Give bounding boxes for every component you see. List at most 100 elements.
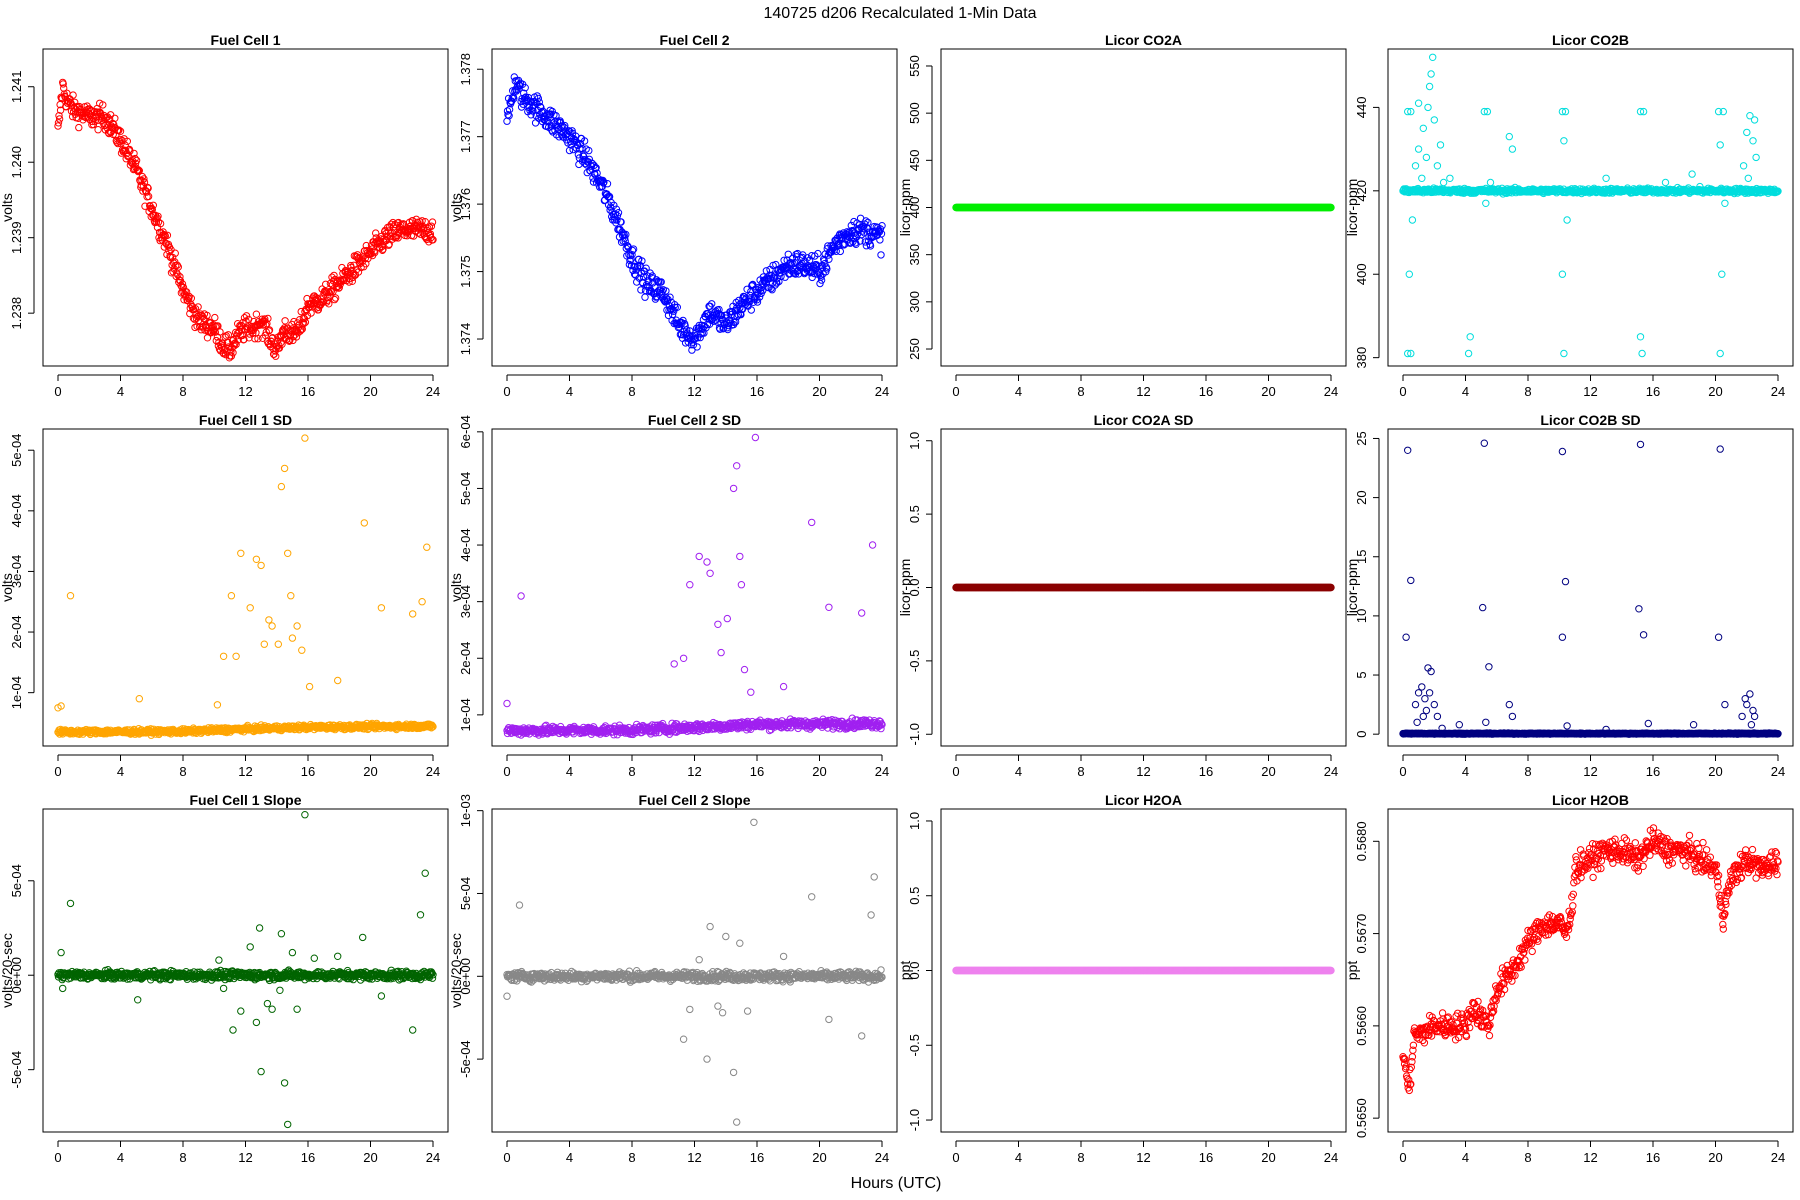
scatter-point xyxy=(1327,203,1335,212)
x-tick-label: 0 xyxy=(1399,384,1406,399)
scatter-point xyxy=(617,218,625,226)
scatter-point xyxy=(54,119,63,127)
scatter-points xyxy=(952,203,1335,212)
y-axis-label: volts xyxy=(448,193,464,222)
x-tick-label: 20 xyxy=(1261,384,1275,399)
scatter-point xyxy=(345,278,353,286)
scatter-point xyxy=(246,604,254,612)
x-tick-label: 0 xyxy=(952,764,959,779)
scatter-point xyxy=(1505,132,1514,141)
scatter-point xyxy=(662,287,670,295)
scatter-point xyxy=(866,242,875,250)
scatter-point xyxy=(561,121,569,130)
x-tick-label: 20 xyxy=(812,384,826,399)
scatter-point xyxy=(394,218,403,227)
scatter-point xyxy=(300,319,308,328)
scatter-point xyxy=(737,581,746,589)
scatter-point xyxy=(788,254,797,263)
scatter-point xyxy=(167,269,176,277)
scatter-point xyxy=(121,141,129,150)
scatter-point xyxy=(695,552,703,561)
scatter-point xyxy=(329,287,337,296)
scatter-point xyxy=(293,622,301,630)
x-tick-label: 24 xyxy=(875,764,889,779)
scatter-point xyxy=(237,549,245,557)
scatter-point xyxy=(288,634,297,642)
y-tick-label: 1.239 xyxy=(9,221,24,254)
x-tick-label: 16 xyxy=(1199,384,1213,399)
scatter-point xyxy=(1560,349,1568,358)
scatter-point xyxy=(1425,82,1434,91)
scatter-point xyxy=(773,279,781,287)
scatter-point xyxy=(325,289,334,297)
scatter-point xyxy=(808,273,816,282)
scatter-point xyxy=(305,682,314,691)
chart-title: Fuel Cell 2 SD xyxy=(648,412,741,428)
chart-title: Fuel Cell 1 xyxy=(210,32,280,48)
y-tick-label: 1.0 xyxy=(907,432,922,450)
x-tick-label: 24 xyxy=(426,384,440,399)
scatter-point xyxy=(428,218,437,226)
scatter-point xyxy=(878,222,886,230)
scatter-point xyxy=(737,310,745,319)
scatter-point xyxy=(578,157,587,165)
scatter-point xyxy=(211,313,219,322)
figure-x-axis-label: Hours (UTC) xyxy=(851,1175,942,1192)
x-tick-label: 4 xyxy=(1462,384,1469,399)
scatter-point xyxy=(656,286,665,294)
scatter-point xyxy=(232,652,240,660)
y-tick-label: 1.374 xyxy=(458,323,473,356)
scatter-point xyxy=(696,333,704,342)
scatter-point xyxy=(552,112,560,120)
scatter-point xyxy=(298,646,306,654)
scatter-point xyxy=(521,84,529,92)
x-tick-label: 20 xyxy=(1261,764,1275,779)
scatter-point xyxy=(379,245,387,253)
y-tick-label: 1.238 xyxy=(9,297,24,330)
x-tick-label: 12 xyxy=(238,764,252,779)
scatter-point xyxy=(671,301,679,309)
scatter-point xyxy=(319,298,328,306)
scatter-point xyxy=(614,209,623,217)
scatter-point xyxy=(1716,141,1724,149)
y-tick-label: 6e-04 xyxy=(458,415,473,448)
scatter-point xyxy=(142,188,151,196)
scatter-point xyxy=(154,212,162,221)
x-tick-label: 20 xyxy=(363,384,377,399)
scatter-point xyxy=(703,558,711,566)
scatter-point xyxy=(1466,333,1474,341)
scatter-point xyxy=(603,180,612,188)
scatter-point xyxy=(622,230,630,239)
scatter-point xyxy=(263,319,271,328)
scatter-point xyxy=(836,247,844,256)
scatter-point xyxy=(512,87,521,95)
scatter-point xyxy=(163,231,172,240)
scatter-point xyxy=(858,609,866,617)
y-tick-label: 300 xyxy=(907,291,922,313)
scatter-point xyxy=(1486,178,1495,187)
scatter-point xyxy=(1464,349,1473,358)
x-tick-label: 8 xyxy=(628,384,635,399)
chart-title: Fuel Cell 2 xyxy=(659,32,729,48)
scatter-point xyxy=(1419,124,1428,133)
scatter-point xyxy=(751,433,760,442)
scatter-point xyxy=(116,127,125,135)
scatter-point xyxy=(278,340,286,348)
scatter-point xyxy=(814,249,822,258)
scatter-point xyxy=(423,543,431,551)
scatter-point xyxy=(604,201,613,209)
scatter-point xyxy=(1719,107,1728,116)
scatter-point xyxy=(592,164,600,172)
scatter-point xyxy=(610,201,618,210)
scatter-point xyxy=(203,311,211,320)
scatter-point xyxy=(1602,174,1610,183)
scatter-point xyxy=(670,660,678,668)
scatter-point xyxy=(245,334,253,342)
x-tick-label: 4 xyxy=(566,764,573,779)
scatter-point xyxy=(864,218,872,227)
scatter-point xyxy=(1558,270,1567,278)
scatter-point xyxy=(717,648,725,657)
x-tick-label: 4 xyxy=(117,764,124,779)
scatter-point xyxy=(232,340,240,349)
scatter-point xyxy=(697,330,705,338)
